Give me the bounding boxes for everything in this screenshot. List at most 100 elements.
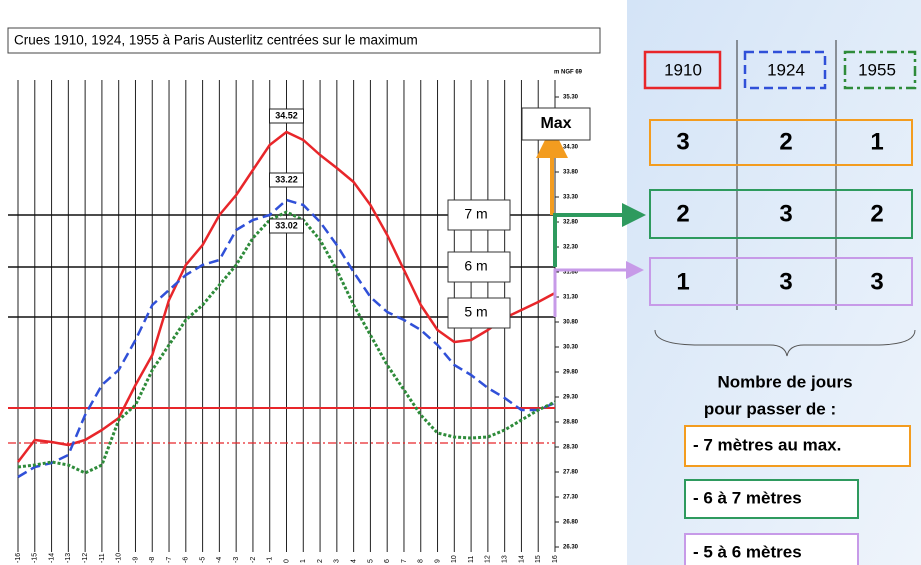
arrow <box>553 261 644 317</box>
x-tick-label: -15 <box>32 553 39 563</box>
table-cell: 3 <box>676 128 689 155</box>
title-box <box>7 27 601 54</box>
x-tick-label: -5 <box>199 557 206 563</box>
x-tick-label: -9 <box>132 557 139 563</box>
x-tick-label: -14 <box>48 553 55 563</box>
header-box <box>743 50 827 90</box>
y-tick-label: 33.80 <box>563 170 579 176</box>
max-box <box>521 107 591 141</box>
x-tick-label: -4 <box>216 557 223 563</box>
table-cell: 3 <box>779 268 792 295</box>
chart-title: Crues 1910, 1924, 1955 à Paris Austerlit… <box>14 33 418 48</box>
table-header: 1924 <box>767 60 805 79</box>
annotation-box <box>269 218 304 234</box>
y-tick-label: 31.30 <box>563 295 579 301</box>
range-box <box>684 533 859 565</box>
y-tick-label: 29.80 <box>563 370 579 376</box>
y-tick-label: 32.80 <box>563 220 579 226</box>
y-tick-label: 27.80 <box>563 470 579 476</box>
x-tick-label: 3 <box>334 559 341 563</box>
level-label: 5 m <box>464 304 487 320</box>
table-cell: 3 <box>779 200 792 227</box>
y-tick-label: 26.30 <box>563 545 579 551</box>
overlay: 34.52 33.22 33.02 7 m 6 m 5 m Max <box>269 107 646 329</box>
max-label: Max <box>540 115 571 132</box>
annotation: 33.02 <box>275 220 298 230</box>
y-tick-label: 28.30 <box>563 445 579 451</box>
x-tick-label: 4 <box>350 559 357 563</box>
level-label: 6 m <box>464 258 487 274</box>
level-box <box>447 251 511 283</box>
table-cell: 2 <box>870 200 883 227</box>
range-label: - 7 mètres au max. <box>693 435 841 454</box>
x-tick-label: -7 <box>166 557 173 563</box>
panel-background <box>627 0 921 565</box>
x-tick-label: 5 <box>367 559 374 563</box>
series-line <box>17 210 556 475</box>
y-tick-label: 34.30 <box>563 145 579 151</box>
x-tick-label: -10 <box>116 553 123 563</box>
row-box <box>649 189 913 239</box>
x-tick-label: 13 <box>502 555 509 563</box>
x-tick-label: 2 <box>317 559 324 563</box>
x-tick-label: 1 <box>300 559 307 563</box>
x-tick-label: -16 <box>15 553 22 563</box>
x-tick-label: -13 <box>65 553 72 563</box>
x-tick-label: 11 <box>468 556 475 563</box>
table-header: 1910 <box>664 60 702 79</box>
x-tick-label: 7 <box>401 559 408 563</box>
x-tick-label: -1 <box>267 557 274 563</box>
row-box <box>649 119 913 166</box>
range-label: - 5 à 6 mètres <box>693 542 802 561</box>
x-tick-label: 6 <box>384 559 391 563</box>
y-tick-label: 33.30 <box>563 195 579 201</box>
header-box <box>643 50 722 90</box>
x-tick-label: -6 <box>183 557 190 563</box>
y-tick-label: 30.80 <box>563 320 579 326</box>
range-box <box>684 425 911 467</box>
annotation: 34.52 <box>275 110 298 120</box>
annotation-box <box>269 108 304 124</box>
y-axis-label: m NGF 69 <box>554 70 583 76</box>
caption: Nombre de jours <box>717 372 852 391</box>
level-box <box>447 199 511 231</box>
y-tick-label: 32.30 <box>563 245 579 251</box>
level-label: 7 m <box>464 206 487 222</box>
header-box <box>843 50 917 90</box>
series-line <box>17 130 556 463</box>
table-cell: 1 <box>676 268 689 295</box>
y-tick-label: 29.30 <box>563 395 579 401</box>
plot: -16 -15 -14 -13 -12 -11 -10 -9 -8 -7 -6 -5 -4 -3 -2 -1 0… <box>8 80 579 563</box>
x-tick-label: 0 <box>283 559 290 563</box>
y-tick-label: 28.80 <box>563 420 579 426</box>
caption: pour passer de : <box>704 399 836 418</box>
y-tick-label: 30.30 <box>563 345 579 351</box>
series-line <box>17 198 556 479</box>
table-cell: 2 <box>676 200 689 227</box>
x-tick-label: 14 <box>518 555 525 563</box>
y-tick-label: 35.30 <box>563 95 579 101</box>
x-tick-label: 15 <box>535 555 542 563</box>
x-tick-label: -8 <box>149 557 156 563</box>
x-tick-label: -12 <box>82 553 89 563</box>
arrow <box>553 203 646 267</box>
x-tick-label: 16 <box>552 555 559 563</box>
range-box <box>684 479 859 519</box>
x-tick-label: 12 <box>485 555 492 563</box>
x-tick-label: -2 <box>250 557 257 563</box>
table-cell: 2 <box>779 128 792 155</box>
y-tick-label: 26.80 <box>563 520 579 526</box>
x-tick-label: 9 <box>434 559 441 563</box>
x-tick-label: -11 <box>99 553 106 563</box>
x-tick-label: 10 <box>451 555 458 563</box>
table-cell: 3 <box>870 268 883 295</box>
y-tick-label: 31.80 <box>563 270 579 276</box>
y-tick-label: 27.30 <box>563 495 579 501</box>
level-box <box>447 297 511 329</box>
row-box <box>649 257 913 306</box>
x-tick-label: 8 <box>418 559 425 563</box>
range-label: - 6 à 7 mètres <box>693 488 802 507</box>
annotation-box <box>269 172 304 188</box>
table-cell: 1 <box>870 128 883 155</box>
